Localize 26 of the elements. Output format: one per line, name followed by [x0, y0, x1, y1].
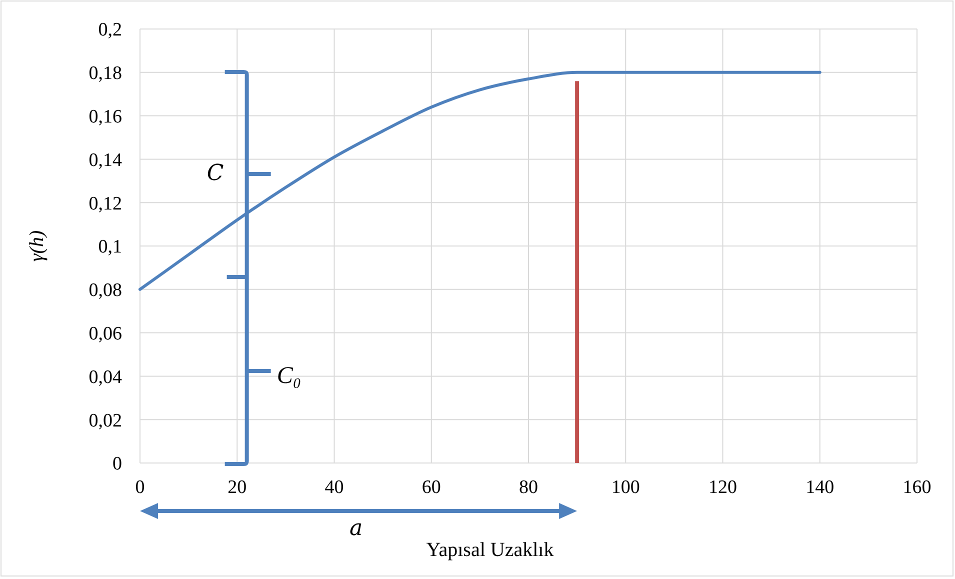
y-tick-label: 0,08: [88, 280, 122, 302]
x-tick-label: 160: [902, 477, 932, 498]
y-tick-label: 0,16: [88, 106, 122, 128]
y-tick-label: 0,04: [88, 366, 122, 388]
x-tick-label: 0: [135, 477, 145, 498]
x-tick-label: 120: [708, 477, 737, 498]
y-tick-label: 0,18: [88, 63, 122, 84]
x-axis-title: Yapısal Uzaklık: [426, 539, 554, 561]
x-tick-label: 140: [806, 477, 834, 498]
y-tick-label: 0,1: [98, 236, 122, 258]
x-tick-label: 80: [519, 477, 538, 498]
x-tick-label: 40: [324, 477, 344, 498]
y-tick-label: 0,2: [98, 20, 122, 41]
y-tick-label: 0,06: [88, 323, 122, 344]
annotation: C₀: [276, 363, 302, 389]
y-tick-label: 0: [112, 454, 122, 475]
y-tick-label: 0,12: [88, 193, 122, 214]
x-tick-label: 100: [611, 477, 640, 498]
x-tick-label: 20: [228, 477, 247, 498]
y-tick-label: 0,02: [88, 410, 122, 432]
y-tick-label: 0,14: [88, 150, 122, 171]
annotation: C: [206, 161, 224, 186]
x-tick-label: 60: [422, 477, 441, 498]
y-axis-title: γ(h): [26, 230, 48, 262]
line-series: [138, 70, 822, 291]
text: a: [350, 516, 363, 541]
